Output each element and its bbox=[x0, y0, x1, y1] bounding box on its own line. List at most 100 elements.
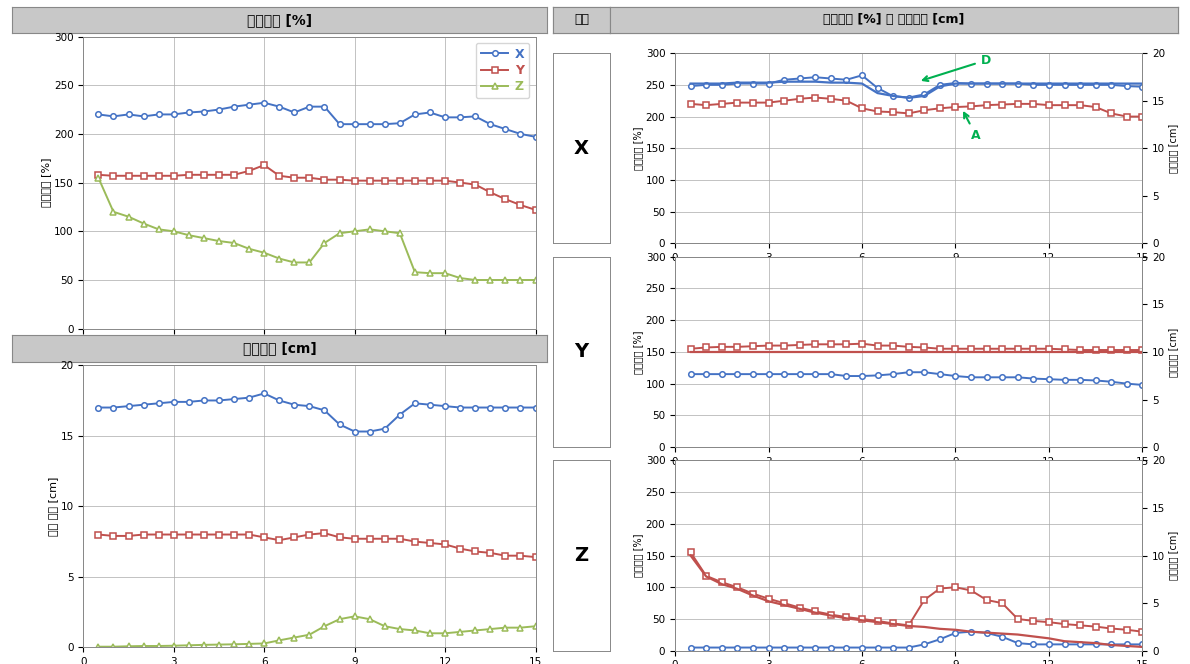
Z bbox=[499, 276, 513, 284]
X bbox=[287, 108, 301, 116]
Z bbox=[513, 276, 527, 284]
X bbox=[499, 125, 513, 133]
Text: D: D bbox=[923, 54, 990, 81]
X-axis label: 스프링 원처짐 [cm]: 스프링 원처짐 [cm] bbox=[877, 266, 941, 276]
Z bbox=[408, 268, 422, 276]
X bbox=[227, 103, 242, 111]
X bbox=[422, 108, 437, 116]
X bbox=[332, 120, 346, 128]
Y bbox=[167, 172, 181, 180]
Z bbox=[363, 225, 377, 233]
Z bbox=[106, 208, 120, 216]
Z bbox=[332, 229, 346, 237]
Y bbox=[151, 172, 165, 180]
Y bbox=[393, 177, 407, 185]
Text: 응답변위 [cm]: 응답변위 [cm] bbox=[243, 341, 317, 356]
Z bbox=[121, 212, 136, 220]
Z bbox=[151, 225, 165, 233]
X bbox=[196, 108, 211, 116]
Y-axis label: 응답변위 [cm]: 응답변위 [cm] bbox=[1169, 327, 1178, 376]
Y bbox=[242, 167, 256, 175]
Z bbox=[137, 220, 151, 228]
Y bbox=[106, 172, 120, 180]
Y bbox=[227, 171, 242, 179]
Z bbox=[318, 239, 332, 247]
Z bbox=[393, 229, 407, 237]
Z bbox=[167, 227, 181, 235]
Y bbox=[499, 195, 513, 203]
Z bbox=[212, 237, 226, 245]
Z bbox=[468, 276, 482, 284]
Y bbox=[528, 206, 543, 214]
Text: 가속도비 [%]: 가속도비 [%] bbox=[248, 13, 312, 27]
Y bbox=[92, 171, 106, 179]
Y-axis label: 응답변위 [cm]: 응답변위 [cm] bbox=[1169, 124, 1178, 173]
X bbox=[167, 110, 181, 118]
Y bbox=[468, 181, 482, 189]
Z bbox=[287, 258, 301, 266]
X bbox=[363, 120, 377, 128]
Z bbox=[227, 239, 242, 247]
X bbox=[242, 101, 256, 109]
X bbox=[257, 99, 271, 107]
Y-axis label: 가속도비 [%]: 가속도비 [%] bbox=[40, 158, 51, 207]
Z bbox=[196, 234, 211, 242]
Z bbox=[257, 249, 271, 257]
Z bbox=[347, 227, 362, 235]
Text: X: X bbox=[574, 139, 589, 158]
Y bbox=[212, 171, 226, 179]
Z bbox=[92, 174, 106, 182]
Y bbox=[347, 177, 362, 185]
Z bbox=[483, 276, 497, 284]
Text: Z: Z bbox=[575, 546, 589, 565]
Y bbox=[408, 177, 422, 185]
X bbox=[106, 112, 120, 120]
Y bbox=[273, 172, 287, 180]
X bbox=[151, 110, 165, 118]
X bbox=[393, 120, 407, 127]
X bbox=[438, 114, 452, 122]
Y bbox=[121, 172, 136, 180]
X bbox=[137, 112, 151, 120]
X bbox=[273, 103, 287, 111]
Y-axis label: 응답변위 [cm]: 응답변위 [cm] bbox=[1169, 531, 1178, 580]
Line: X: X bbox=[95, 100, 538, 139]
X-axis label: 스프링 원처짐 [cm]: 스프링 원처짐 [cm] bbox=[273, 351, 346, 361]
Y bbox=[483, 189, 497, 197]
Y bbox=[196, 171, 211, 179]
X bbox=[92, 110, 106, 118]
X bbox=[318, 103, 332, 111]
Line: Z: Z bbox=[95, 175, 538, 283]
Y bbox=[513, 201, 527, 209]
Y bbox=[257, 161, 271, 169]
X bbox=[121, 110, 136, 118]
X bbox=[453, 114, 468, 122]
X bbox=[212, 106, 226, 114]
Y bbox=[182, 171, 196, 179]
Y bbox=[438, 177, 452, 185]
Z bbox=[438, 269, 452, 277]
X bbox=[408, 110, 422, 118]
X bbox=[377, 120, 392, 128]
X bbox=[347, 120, 362, 128]
Z bbox=[242, 245, 256, 253]
X bbox=[528, 133, 543, 141]
Y bbox=[302, 174, 317, 182]
Z bbox=[377, 227, 392, 235]
Text: 방향: 방향 bbox=[574, 13, 589, 27]
Z bbox=[453, 274, 468, 282]
Text: A: A bbox=[964, 113, 981, 142]
Z bbox=[422, 269, 437, 277]
X bbox=[182, 108, 196, 116]
Y bbox=[363, 177, 377, 185]
X bbox=[513, 130, 527, 138]
Text: Y: Y bbox=[575, 343, 589, 361]
X bbox=[302, 103, 317, 111]
Y bbox=[332, 176, 346, 184]
Legend: X, Y, Z: X, Y, Z bbox=[476, 42, 530, 98]
X bbox=[483, 120, 497, 128]
Y bbox=[137, 172, 151, 180]
Y bbox=[422, 177, 437, 185]
Line: Y: Y bbox=[95, 162, 538, 212]
X-axis label: 스프링 원처짐 [cm]: 스프링 원처짐 [cm] bbox=[877, 469, 941, 479]
